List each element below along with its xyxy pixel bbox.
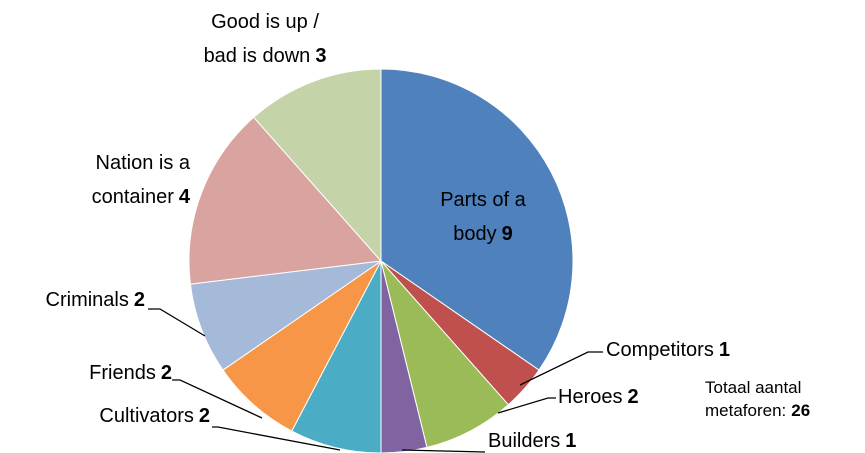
leader-line	[172, 379, 263, 419]
category-label: Friends	[89, 362, 156, 384]
category-label: Heroes	[558, 386, 623, 408]
category-label: Competitors	[606, 339, 714, 361]
leader-line	[497, 397, 556, 414]
leader-line	[401, 449, 486, 453]
value-label: 9	[501, 223, 513, 245]
slice-label: Heroes 2	[558, 380, 758, 414]
category-label: Good is up / bad is down	[203, 11, 319, 67]
value-label: 2	[133, 289, 145, 311]
leader-line	[212, 426, 341, 451]
leader-line	[148, 308, 206, 337]
pie-slice	[380, 260, 510, 449]
value-label: 2	[627, 386, 639, 408]
slice-label: Cultivators 2	[10, 399, 210, 433]
slice-label: Criminals 2	[10, 283, 145, 317]
slice-label: Friends 2	[10, 356, 172, 390]
pie-slice	[189, 260, 382, 371]
slice-label: Competitors 1	[606, 333, 806, 367]
pie-slice	[252, 68, 382, 263]
annotation: Totaal aantal metaforen: 26	[705, 376, 835, 422]
pie-slice	[188, 116, 383, 285]
category-label: Cultivators	[99, 405, 194, 427]
value-label: 2	[198, 405, 210, 427]
annotation-total: 26	[791, 401, 811, 420]
category-label: Criminals	[45, 289, 129, 311]
slice-label: Good is up / bad is down 3	[195, 5, 335, 73]
value-label: 1	[565, 430, 577, 452]
annotation-text: Totaal aantal metaforen:	[705, 378, 802, 420]
category-label: Builders	[488, 430, 561, 452]
pie-slice	[222, 260, 382, 432]
value-label: 4	[178, 186, 190, 208]
slice-label: Nation is a container 4	[60, 146, 190, 214]
value-label: 2	[160, 362, 172, 384]
leader-line	[519, 351, 603, 386]
category-label: Parts of a body	[440, 189, 526, 245]
slice-label: Builders 1	[488, 424, 688, 453]
pie-slice	[380, 68, 574, 371]
value-label: 3	[315, 45, 327, 67]
value-label: 1	[718, 339, 730, 361]
slice-label: Parts of a body 9	[428, 183, 538, 251]
category-label: Nation is a container	[91, 152, 190, 208]
